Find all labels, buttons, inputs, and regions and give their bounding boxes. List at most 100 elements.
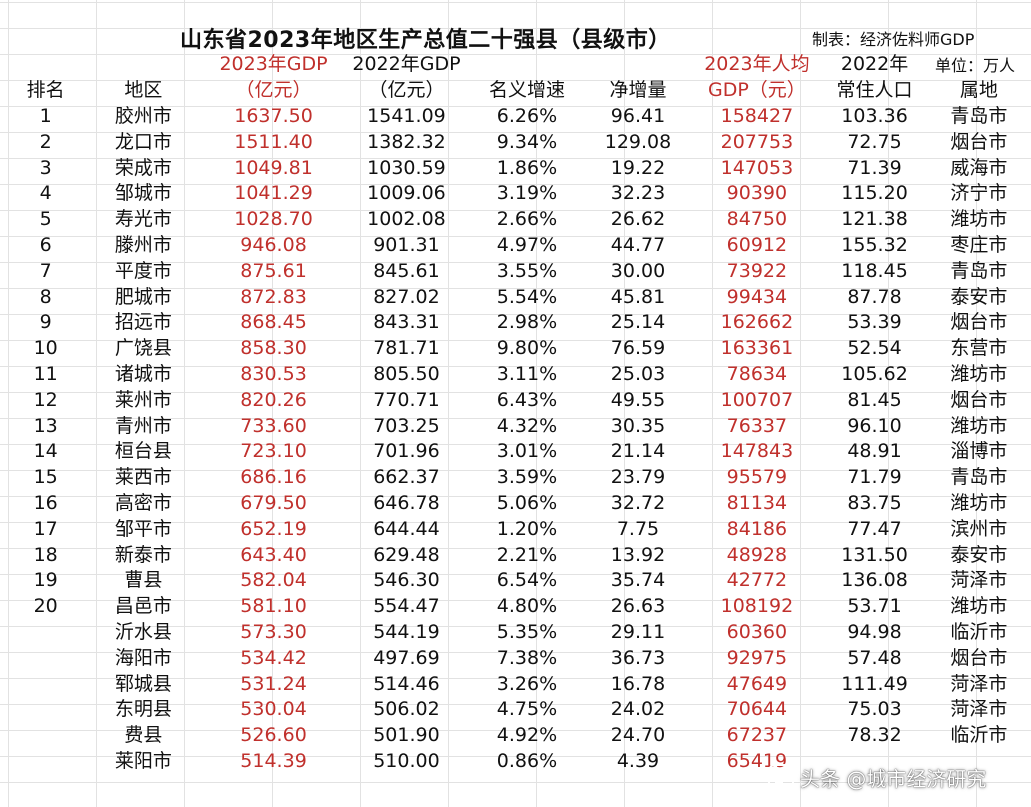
cell-population: 75.03 xyxy=(847,698,902,721)
table-row: 7 平度市 875.61 845.61 3.55% 30.00 73922 118.45 青岛市 xyxy=(8,258,1031,284)
cell-region: 郓城县 xyxy=(114,672,172,695)
cell-rank: 4 xyxy=(39,182,52,205)
cell-per-capita: 60912 xyxy=(726,233,788,256)
cell-prefecture: 潍坊市 xyxy=(950,208,1008,231)
cell-gdp2023: 514.39 xyxy=(240,749,307,772)
unit-note: 单位：万人 xyxy=(935,56,1016,75)
cell-growth: 1.86% xyxy=(496,156,558,179)
cell-per-capita: 158427 xyxy=(720,104,794,127)
cell-gdp2023: 652.19 xyxy=(240,517,307,540)
cell-region: 龙口市 xyxy=(114,130,172,153)
cell-gdp2022: 554.47 xyxy=(373,595,440,618)
cell-population: 78.32 xyxy=(847,724,902,747)
cell-per-capita: 162662 xyxy=(720,311,794,334)
cell-increase: 4.39 xyxy=(616,749,660,772)
table-row: 海阳市 534.42 497.69 7.38% 36.73 92975 57.48 烟台市 xyxy=(8,645,1031,671)
cell-gdp2022: 805.50 xyxy=(373,362,440,385)
cell-rank: 10 xyxy=(33,337,58,360)
cell-rank: 5 xyxy=(39,208,52,231)
cell-prefecture: 泰安市 xyxy=(950,543,1008,566)
cell-rank: 11 xyxy=(33,362,58,385)
cell-gdp2022: 1382.32 xyxy=(367,130,446,153)
cell-gdp2023: 830.53 xyxy=(240,362,307,385)
cell-per-capita: 48928 xyxy=(726,543,788,566)
cell-gdp2022: 770.71 xyxy=(373,388,440,411)
cell-per-capita: 60360 xyxy=(726,620,788,643)
cell-population: 103.36 xyxy=(841,104,908,127)
cell-population: 77.47 xyxy=(847,517,902,540)
cell-region: 高密市 xyxy=(114,491,172,514)
table-row: 5 寿光市 1028.70 1002.08 2.66% 26.62 84750 121.38 潍… xyxy=(8,207,1031,233)
table-row: 8 肥城市 872.83 827.02 5.54% 45.81 99434 87.78 泰安市 xyxy=(8,284,1031,310)
cell-prefecture: 青岛市 xyxy=(950,104,1008,127)
cell-prefecture: 济宁市 xyxy=(950,182,1008,205)
cell-increase: 30.00 xyxy=(610,259,666,282)
cell-per-capita: 70644 xyxy=(726,698,788,721)
cell-population: 155.32 xyxy=(841,233,908,256)
cell-rank: 7 xyxy=(39,259,52,282)
cell-population: 136.08 xyxy=(841,569,908,592)
cell-gdp2022: 644.44 xyxy=(373,517,440,540)
cell-increase: 32.23 xyxy=(610,182,666,205)
cell-growth: 2.98% xyxy=(496,311,558,334)
header-rank: 排名 xyxy=(26,79,65,102)
cell-gdp2022: 1002.08 xyxy=(367,208,446,231)
cell-rank: 8 xyxy=(39,285,52,308)
cell-per-capita: 147843 xyxy=(720,440,794,463)
cell-gdp2023: 858.30 xyxy=(240,337,307,360)
cell-gdp2023: 733.60 xyxy=(240,414,307,437)
header-region: 地区 xyxy=(124,79,163,102)
cell-per-capita: 84750 xyxy=(726,208,788,231)
cell-increase: 35.74 xyxy=(610,569,666,592)
cell-gdp2023: 820.26 xyxy=(240,388,307,411)
cell-gdp2023: 723.10 xyxy=(240,440,307,463)
cell-increase: 25.03 xyxy=(610,362,666,385)
cell-population: 115.20 xyxy=(841,182,908,205)
cell-rank xyxy=(8,749,83,775)
cell-gdp2022: 497.69 xyxy=(373,646,440,669)
cell-prefecture: 淄博市 xyxy=(950,440,1008,463)
cell-gdp2023: 573.30 xyxy=(240,620,307,643)
cell-gdp2023: 582.04 xyxy=(240,569,307,592)
cell-per-capita: 81134 xyxy=(726,491,788,514)
cell-gdp2023: 581.10 xyxy=(240,595,307,618)
cell-region: 曹县 xyxy=(124,569,163,592)
cell-gdp2023: 643.40 xyxy=(240,543,307,566)
cell-growth: 9.80% xyxy=(496,337,558,360)
header-increase: 净增量 xyxy=(609,79,667,102)
cell-rank xyxy=(8,697,83,723)
cell-prefecture: 潍坊市 xyxy=(950,362,1008,385)
cell-increase: 19.22 xyxy=(610,156,666,179)
cell-per-capita: 100707 xyxy=(720,388,794,411)
table-row: 10 广饶县 858.30 781.71 9.80% 76.59 163361 52.54 东营… xyxy=(8,336,1031,362)
header-growth: 名义增速 xyxy=(488,79,565,102)
table-row: 13 青州市 733.60 703.25 4.32% 30.35 76337 96.10 潍坊市 xyxy=(8,413,1031,439)
cell-region: 滕州市 xyxy=(114,233,172,256)
cell-prefecture: 临沂市 xyxy=(950,620,1008,643)
header-per-capita-unit: GDP（元） xyxy=(707,79,806,102)
cell-prefecture: 青岛市 xyxy=(950,466,1008,489)
cell-increase: 76.59 xyxy=(610,337,666,360)
cell-per-capita: 84186 xyxy=(726,517,788,540)
cell-growth: 6.54% xyxy=(496,569,558,592)
cell-per-capita: 47649 xyxy=(726,672,788,695)
cell-prefecture: 菏泽市 xyxy=(950,672,1008,695)
cell-population: 53.39 xyxy=(847,311,902,334)
cell-growth: 9.34% xyxy=(496,130,558,153)
cell-rank: 6 xyxy=(39,233,52,256)
cell-increase: 25.14 xyxy=(610,311,666,334)
cell-prefecture: 滨州市 xyxy=(950,517,1008,540)
table-title: 山东省2023年地区生产总值二十强县（县级市） xyxy=(180,28,671,53)
cell-region: 莱阳市 xyxy=(114,749,172,772)
cell-rank: 3 xyxy=(39,156,52,179)
cell-population: 53.71 xyxy=(847,595,902,618)
cell-prefecture: 烟台市 xyxy=(950,130,1008,153)
cell-increase: 32.72 xyxy=(610,491,666,514)
cell-prefecture: 青岛市 xyxy=(950,259,1008,282)
cell-rank: 17 xyxy=(33,517,58,540)
cell-per-capita: 147053 xyxy=(720,156,794,179)
table-row: 6 滕州市 946.08 901.31 4.97% 44.77 60912 155.32 枣庄市 xyxy=(8,233,1031,259)
cell-prefecture: 潍坊市 xyxy=(950,414,1008,437)
cell-increase: 13.92 xyxy=(610,543,666,566)
cell-growth: 3.26% xyxy=(496,672,558,695)
